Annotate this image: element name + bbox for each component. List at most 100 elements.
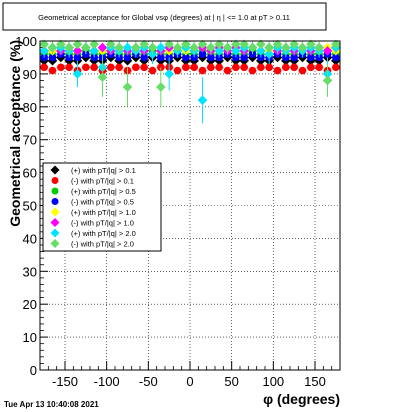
data-point bbox=[198, 66, 207, 75]
legend-entry: (+) with pT/|q| > 1.0 bbox=[50, 207, 136, 217]
data-point bbox=[48, 66, 57, 75]
legend-entry: (+) with pT/|q| > 2.0 bbox=[50, 228, 136, 238]
data-point bbox=[156, 42, 166, 53]
data-point bbox=[51, 198, 59, 205]
data-point bbox=[57, 63, 65, 72]
data-point bbox=[314, 42, 324, 53]
data-point bbox=[72, 39, 83, 50]
data-point bbox=[256, 46, 266, 56]
data-point bbox=[332, 53, 340, 62]
y-tick-label: 70 bbox=[23, 133, 37, 148]
data-point bbox=[207, 63, 215, 72]
data-point bbox=[232, 63, 240, 72]
y-tick-label: 90 bbox=[23, 67, 37, 82]
legend-entry: (-) with pT/|q| > 2.0 bbox=[50, 239, 134, 249]
data-point bbox=[206, 42, 216, 53]
legend-entry: (-) with pT/|q| > 0.1 bbox=[51, 177, 134, 186]
data-point bbox=[181, 39, 191, 50]
data-point bbox=[290, 63, 298, 72]
data-point bbox=[214, 39, 224, 50]
data-point bbox=[140, 63, 148, 72]
data-point bbox=[306, 39, 316, 50]
data-point bbox=[223, 66, 232, 75]
x-axis-label: φ (degrees) bbox=[263, 391, 340, 407]
data-point bbox=[173, 66, 182, 75]
title-box: Geometrical acceptance for Global vsφ (d… bbox=[2, 2, 327, 31]
data-point bbox=[256, 39, 266, 50]
data-point bbox=[107, 63, 115, 72]
data-point bbox=[50, 218, 60, 227]
data-point bbox=[114, 42, 124, 53]
legend-label: (-) with pT/|q| > 0.1 bbox=[71, 177, 134, 186]
data-point bbox=[97, 72, 108, 82]
y-tick-label: 0 bbox=[30, 363, 37, 378]
data-point bbox=[240, 63, 248, 72]
data-point bbox=[40, 63, 48, 72]
y-tick-label: 80 bbox=[23, 100, 37, 115]
data-point bbox=[289, 39, 299, 50]
data-point bbox=[89, 39, 99, 50]
data-point bbox=[39, 46, 49, 56]
legend-label: (+) with pT/|q| > 2.0 bbox=[71, 229, 136, 238]
data-point bbox=[164, 69, 174, 79]
data-point bbox=[56, 39, 66, 50]
data-point bbox=[122, 42, 133, 53]
data-point bbox=[322, 75, 333, 86]
legend-entry: (-) with pT/|q| > 0.5 bbox=[51, 198, 134, 207]
data-point bbox=[172, 42, 183, 53]
data-point bbox=[106, 39, 116, 50]
data-point bbox=[331, 39, 341, 50]
data-point bbox=[214, 46, 224, 56]
timestamp: Tue Apr 13 10:40:08 2021 bbox=[4, 400, 99, 409]
data-point bbox=[264, 42, 274, 53]
y-tick-label: 50 bbox=[23, 199, 37, 214]
y-tick-label: 10 bbox=[23, 330, 37, 345]
x-tick-label: 150 bbox=[304, 374, 326, 389]
legend-entry: (-) with pT/|q| > 1.0 bbox=[50, 218, 134, 228]
data-point bbox=[297, 42, 308, 53]
legend-label: (+) with pT/|q| > 1.0 bbox=[71, 208, 136, 217]
legend: (+) with pT/|q| > 0.1 (-) with pT/|q| > 0… bbox=[42, 162, 162, 252]
data-point bbox=[51, 187, 59, 195]
data-point bbox=[72, 46, 83, 56]
data-point bbox=[156, 82, 166, 92]
legend-entry: (+) with pT/|q| > 0.5 bbox=[51, 187, 136, 196]
data-point bbox=[281, 42, 291, 53]
data-point bbox=[307, 53, 315, 62]
data-point bbox=[215, 63, 223, 72]
data-point bbox=[248, 66, 257, 75]
data-point bbox=[231, 39, 241, 50]
data-point bbox=[222, 42, 233, 53]
data-point bbox=[90, 63, 98, 72]
data-point bbox=[247, 42, 258, 53]
data-point bbox=[140, 53, 148, 62]
data-point bbox=[298, 66, 307, 75]
data-point bbox=[197, 95, 208, 106]
data-point bbox=[239, 39, 249, 50]
data-point bbox=[82, 63, 90, 72]
data-point bbox=[50, 165, 60, 175]
data-point bbox=[164, 39, 174, 50]
legend-entry: (+) with pT/|q| > 0.1 bbox=[50, 165, 136, 175]
y-tick-label: 30 bbox=[23, 264, 37, 279]
data-point bbox=[81, 42, 91, 53]
data-point bbox=[47, 42, 58, 53]
x-tick-label: 50 bbox=[224, 374, 238, 389]
data-point bbox=[139, 39, 149, 50]
data-point bbox=[97, 42, 108, 53]
data-series bbox=[39, 39, 341, 124]
data-point bbox=[123, 53, 132, 62]
data-point bbox=[240, 53, 248, 62]
y-tick-label: 20 bbox=[23, 297, 37, 312]
data-point bbox=[231, 46, 241, 56]
legend-label: (-) with pT/|q| > 1.0 bbox=[71, 219, 134, 228]
data-point bbox=[282, 63, 290, 72]
data-point bbox=[315, 63, 323, 72]
x-tick-label: 0 bbox=[186, 374, 193, 389]
data-point bbox=[198, 50, 207, 58]
x-tick-label: -100 bbox=[94, 374, 120, 389]
legend-label: (-) with pT/|q| > 2.0 bbox=[71, 240, 134, 249]
legend-label: (+) with pT/|q| > 0.1 bbox=[71, 166, 136, 175]
data-point bbox=[273, 66, 282, 75]
